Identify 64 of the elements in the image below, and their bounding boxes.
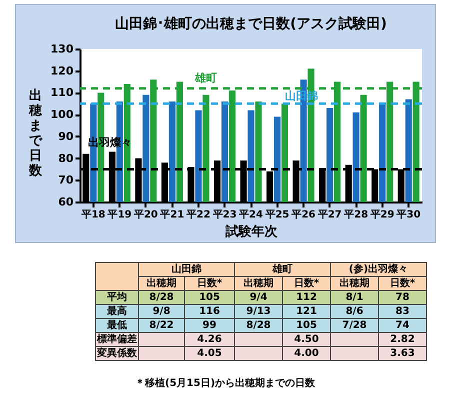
text: 9/8 [152,306,170,317]
text: 8/1 [346,292,364,303]
x-tick-label: 平22 [186,210,210,220]
x-tick-label: 平24 [238,210,263,220]
category-label: 最高 [107,306,127,317]
text: 8/22 [149,320,174,331]
y-tick-label: 110 [50,86,74,100]
y-tick-label: 60 [58,196,74,208]
category-label: 日数* [184,276,234,290]
x-tick-label: 平29 [369,210,394,220]
y-tick-label: 80 [58,152,74,165]
text: 105 [296,320,317,331]
x-axis-title: 試験年次 [224,224,278,240]
text: 4.26 [197,334,222,345]
text: 4.00 [294,348,319,359]
y-axis-title: 出穂まで日数 [28,88,43,178]
text: 78 [396,292,410,303]
category-label: 変異係数 [97,348,137,359]
text: 9/4 [250,292,268,303]
text: 8/28 [246,320,271,331]
chart-title: 山田錦･雄町の出穂まで日数(アスク試験田) [115,15,387,32]
x-tick-label: 平23 [212,210,237,220]
text: 74 [396,320,410,331]
text: 4.50 [294,334,319,345]
text: 3.63 [390,348,415,359]
category-label: 標準偏差 [97,334,137,345]
y-tick-label: 90 [58,130,74,143]
category-label: 出穂期 [234,276,282,290]
text: ＊移植(5月15日)から出穂期までの日数 [135,376,316,390]
text: (参)出羽燦々 [330,262,426,276]
category-label: 日数* [378,276,426,290]
text: 8/28 [149,292,174,303]
x-tick-label: 平21 [159,210,184,220]
y-tick-label: 120 [50,64,74,78]
category-label: 日数* [282,276,330,290]
x-tick-label: 平19 [106,210,132,220]
x-tick-label: 平25 [264,210,290,220]
category-label: 最低 [107,320,127,331]
x-tick-label: 平28 [343,210,368,220]
x-tick-label: 平20 [132,210,158,220]
y-tick-label: 100 [50,108,74,122]
x-tick-label: 平26 [290,210,316,220]
x-tick-label: 平30 [396,210,421,220]
category-label: 平均 [107,292,127,303]
text: 4.05 [197,348,222,359]
x-tick-label: 平18 [80,210,106,220]
y-tick-label: 70 [58,174,74,187]
text: 105 [199,292,220,303]
text: 2.82 [390,334,415,345]
text: 7/28 [342,320,367,331]
text: 83 [396,306,410,317]
x-tick-label: 平27 [316,210,342,220]
text: 99 [202,320,216,331]
text: 9/13 [246,306,271,317]
category-label: 出穂期 [330,276,378,290]
text: 121 [296,306,317,317]
text: 8/6 [346,306,364,317]
y-tick-label: 130 [50,42,74,56]
text: 山田錦 [138,262,234,276]
ref-line-label: 雄町 [194,71,217,84]
text: 116 [199,306,220,317]
category-label: 出穂期 [138,276,184,290]
text: 雄町 [234,262,330,276]
text: 112 [296,292,317,303]
